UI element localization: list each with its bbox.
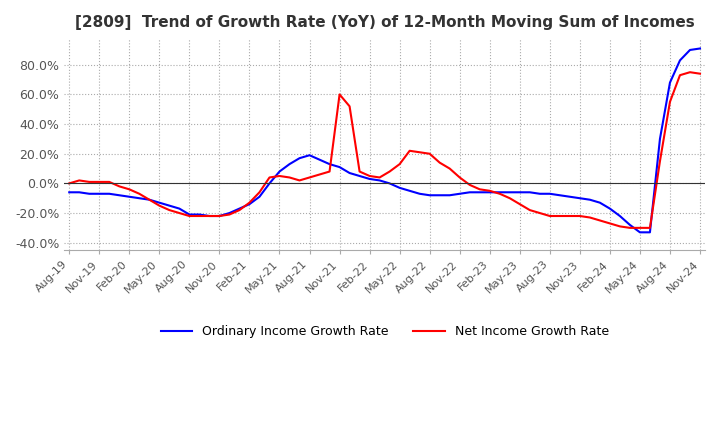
- Net Income Growth Rate: [696, 71, 704, 76]
- Net Income Growth Rate: [325, 169, 334, 174]
- Net Income Growth Rate: [65, 181, 73, 186]
- Ordinary Income Growth Rate: [475, 190, 484, 195]
- Ordinary Income Growth Rate: [145, 197, 153, 202]
- Net Income Growth Rate: [375, 175, 384, 180]
- Net Income Growth Rate: [145, 197, 153, 202]
- Ordinary Income Growth Rate: [636, 230, 644, 235]
- Line: Ordinary Income Growth Rate: Ordinary Income Growth Rate: [69, 48, 700, 232]
- Line: Net Income Growth Rate: Net Income Growth Rate: [69, 72, 700, 228]
- Net Income Growth Rate: [685, 70, 694, 75]
- Ordinary Income Growth Rate: [696, 46, 704, 51]
- Net Income Growth Rate: [475, 187, 484, 192]
- Title: [2809]  Trend of Growth Rate (YoY) of 12-Month Moving Sum of Incomes: [2809] Trend of Growth Rate (YoY) of 12-…: [75, 15, 695, 30]
- Net Income Growth Rate: [465, 182, 474, 187]
- Ordinary Income Growth Rate: [65, 190, 73, 195]
- Ordinary Income Growth Rate: [415, 191, 424, 196]
- Ordinary Income Growth Rate: [325, 161, 334, 167]
- Net Income Growth Rate: [415, 150, 424, 155]
- Ordinary Income Growth Rate: [465, 190, 474, 195]
- Legend: Ordinary Income Growth Rate, Net Income Growth Rate: Ordinary Income Growth Rate, Net Income …: [156, 320, 613, 343]
- Ordinary Income Growth Rate: [375, 178, 384, 183]
- Net Income Growth Rate: [626, 225, 634, 231]
